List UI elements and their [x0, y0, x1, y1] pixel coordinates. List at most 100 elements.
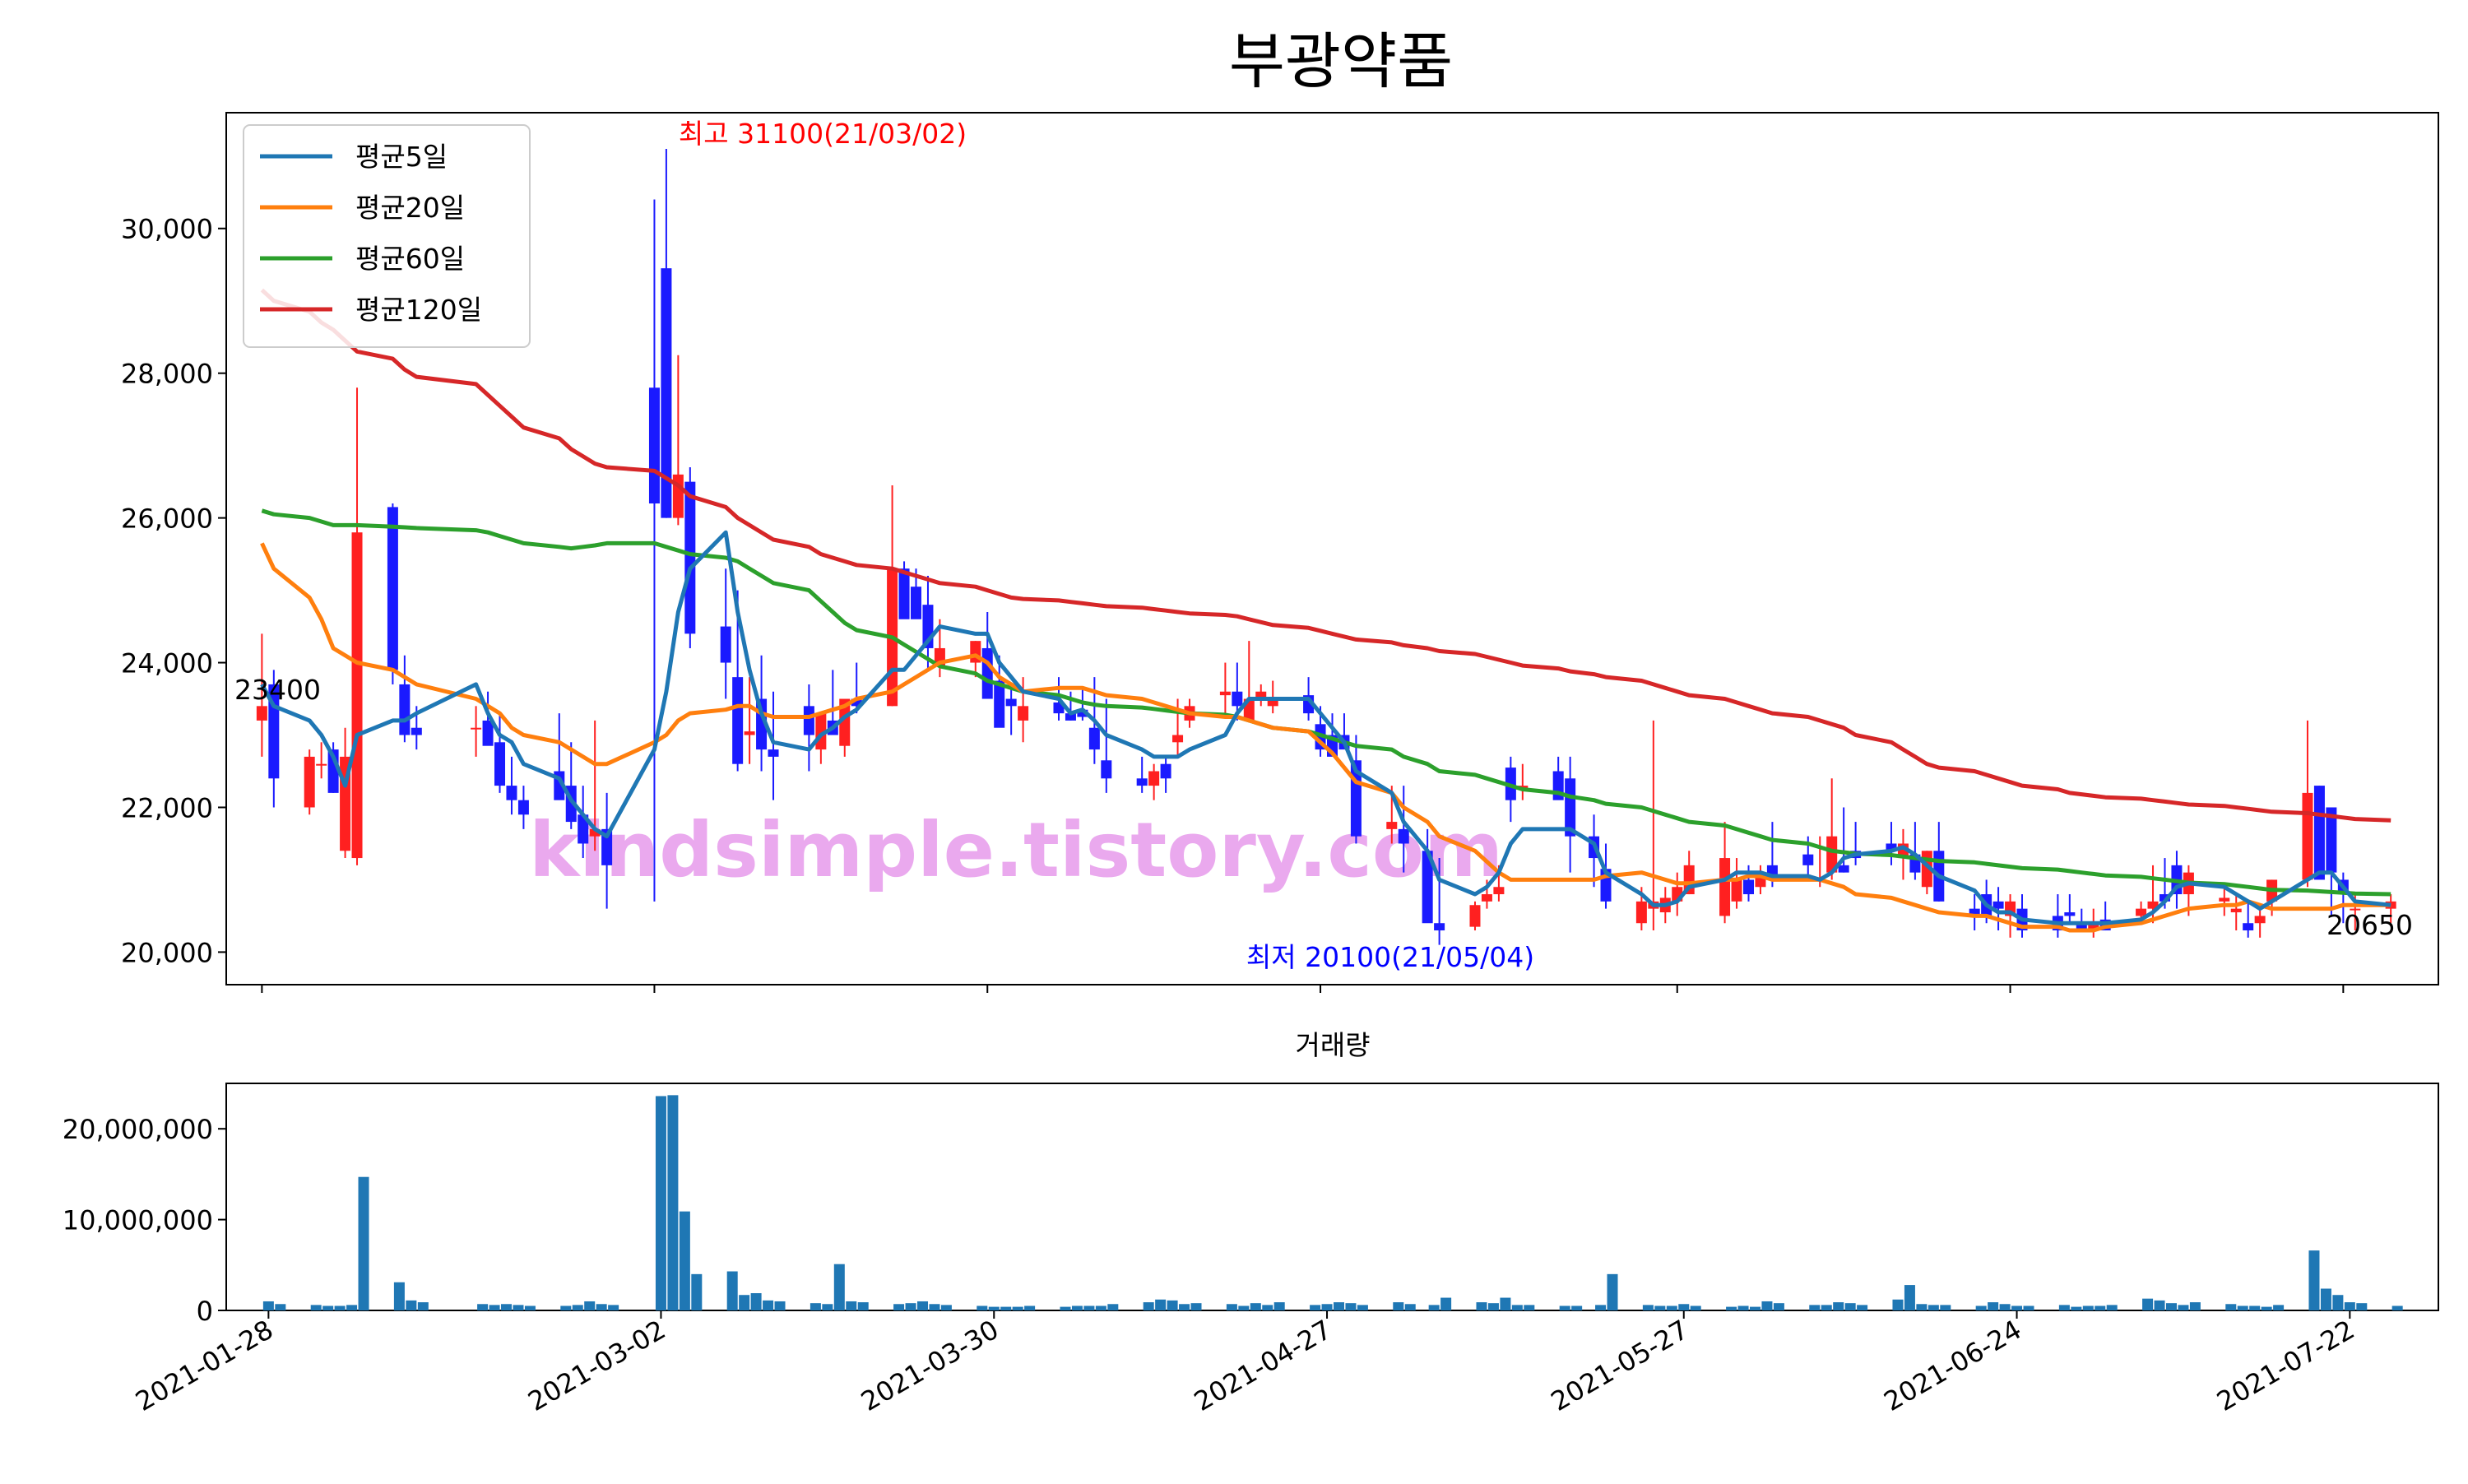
volume-title: 거래량 — [1295, 1029, 1370, 1061]
volume-bar — [1321, 1304, 1333, 1310]
candle-body — [898, 568, 910, 619]
candle-body — [1434, 923, 1445, 931]
candle-body — [994, 680, 1005, 728]
candle-body — [1077, 709, 1088, 717]
candle-body — [1802, 854, 1814, 865]
candle-body — [2147, 901, 2159, 909]
volume-y-tick-label: 10,000,000 — [63, 1205, 213, 1236]
volume-bar — [1487, 1303, 1499, 1310]
candle-body — [1101, 760, 1112, 779]
volume-bar — [2154, 1300, 2165, 1310]
volume-y-tick-label: 20,000,000 — [63, 1114, 213, 1145]
volume-x-tick-label: 2021-01-28 — [130, 1314, 278, 1417]
volume-bar — [2165, 1303, 2177, 1310]
price-y-axis: 20,000 22,000 24,000 26,000 28,000 30,000 — [121, 214, 226, 968]
volume-bar — [572, 1305, 583, 1310]
volume-bar — [358, 1176, 369, 1310]
volume-bar — [1773, 1303, 1784, 1310]
volume-bar — [1179, 1304, 1190, 1310]
legend-label-ma20: 평균20일 — [355, 192, 465, 224]
volume-bar — [501, 1304, 513, 1310]
volume-bar — [1844, 1303, 1856, 1310]
volume-bar — [774, 1301, 786, 1310]
candle-body — [2326, 807, 2337, 873]
candle-body — [684, 481, 696, 634]
volume-bar — [1916, 1304, 1928, 1310]
volume-bar — [822, 1304, 833, 1310]
volume-bar — [2332, 1295, 2344, 1310]
chart-title: 부광약품 — [1229, 26, 1453, 97]
candle-body — [981, 647, 993, 699]
price-x-ticks — [261, 985, 2345, 993]
candle-body — [2076, 923, 2087, 931]
candle-body — [768, 749, 779, 757]
volume-bars — [262, 1095, 2403, 1310]
volume-bar — [1975, 1305, 1987, 1310]
legend-label-ma60: 평균60일 — [355, 243, 465, 275]
volume-bar — [477, 1304, 489, 1310]
candle-body — [482, 720, 494, 746]
volume-bar — [1476, 1302, 1487, 1310]
candle-body — [851, 698, 862, 707]
candle-body — [911, 587, 922, 619]
volume-bar — [596, 1304, 607, 1310]
volume-bar — [1167, 1300, 1178, 1310]
volume-bar — [1654, 1305, 1666, 1310]
volume-bar — [655, 1096, 666, 1310]
start-price-annotation: 23400 — [234, 674, 321, 706]
volume-bar — [750, 1293, 762, 1310]
volume-bar — [763, 1300, 774, 1310]
candle-body — [1731, 879, 1742, 902]
watermark: kindsimple.tistory.com — [529, 806, 1503, 894]
volume-bar — [1737, 1305, 1749, 1310]
candle-body — [399, 684, 411, 735]
volume-bar — [2225, 1304, 2237, 1310]
candle-body — [803, 706, 814, 735]
volume-bar — [2106, 1305, 2118, 1310]
candle-body — [2254, 916, 2266, 924]
volume-bar — [608, 1305, 619, 1310]
volume-x-tick-label: 2021-04-27 — [1189, 1314, 1337, 1417]
volume-bar — [1511, 1305, 1523, 1310]
volume-bar — [1060, 1306, 1071, 1310]
candle-body — [1160, 763, 1171, 779]
moving-average-lines — [260, 288, 2391, 933]
ma5-line — [260, 530, 2391, 925]
high-price-annotation: 최고 31100(21/03/02) — [679, 118, 967, 150]
volume-bar — [679, 1211, 690, 1310]
volume-bar — [2023, 1305, 2034, 1310]
end-price-annotation: 20650 — [2327, 909, 2413, 941]
candle-body — [1826, 836, 1838, 873]
candle-body — [1886, 843, 1897, 851]
candle-body — [2064, 912, 2076, 916]
volume-bar — [667, 1095, 679, 1310]
volume-bar — [1012, 1306, 1023, 1310]
candle-body — [351, 532, 363, 859]
volume-x-tick-label: 2021-05-27 — [1546, 1314, 1694, 1417]
volume-y-tick-label: 0 — [197, 1296, 213, 1327]
volume-bar — [334, 1305, 346, 1310]
volume-bar — [1428, 1305, 1440, 1310]
candle-body — [387, 507, 398, 670]
volume-y-axis: 0 10,000,000 20,000,000 — [63, 1114, 226, 1327]
volume-bar — [310, 1305, 322, 1310]
volume-bar — [489, 1305, 500, 1310]
volume-bar — [1190, 1303, 1202, 1310]
volume-bar — [2237, 1305, 2248, 1310]
volume-bar — [1761, 1301, 1773, 1310]
volume-bar — [726, 1271, 738, 1310]
volume-bar — [1690, 1305, 1701, 1310]
volume-bar — [2273, 1305, 2285, 1310]
volume-bar — [893, 1304, 905, 1310]
candle-body — [732, 677, 744, 764]
candle-body — [1635, 901, 1647, 924]
candle-body — [1148, 771, 1160, 786]
candle-body — [1005, 698, 1017, 707]
volume-bar — [2011, 1305, 2023, 1310]
candle-body — [1386, 822, 1398, 829]
volume-bar — [2071, 1306, 2082, 1310]
volume-bar — [1143, 1302, 1154, 1310]
candle-body — [1719, 858, 1731, 916]
candle-body — [1742, 879, 1754, 895]
